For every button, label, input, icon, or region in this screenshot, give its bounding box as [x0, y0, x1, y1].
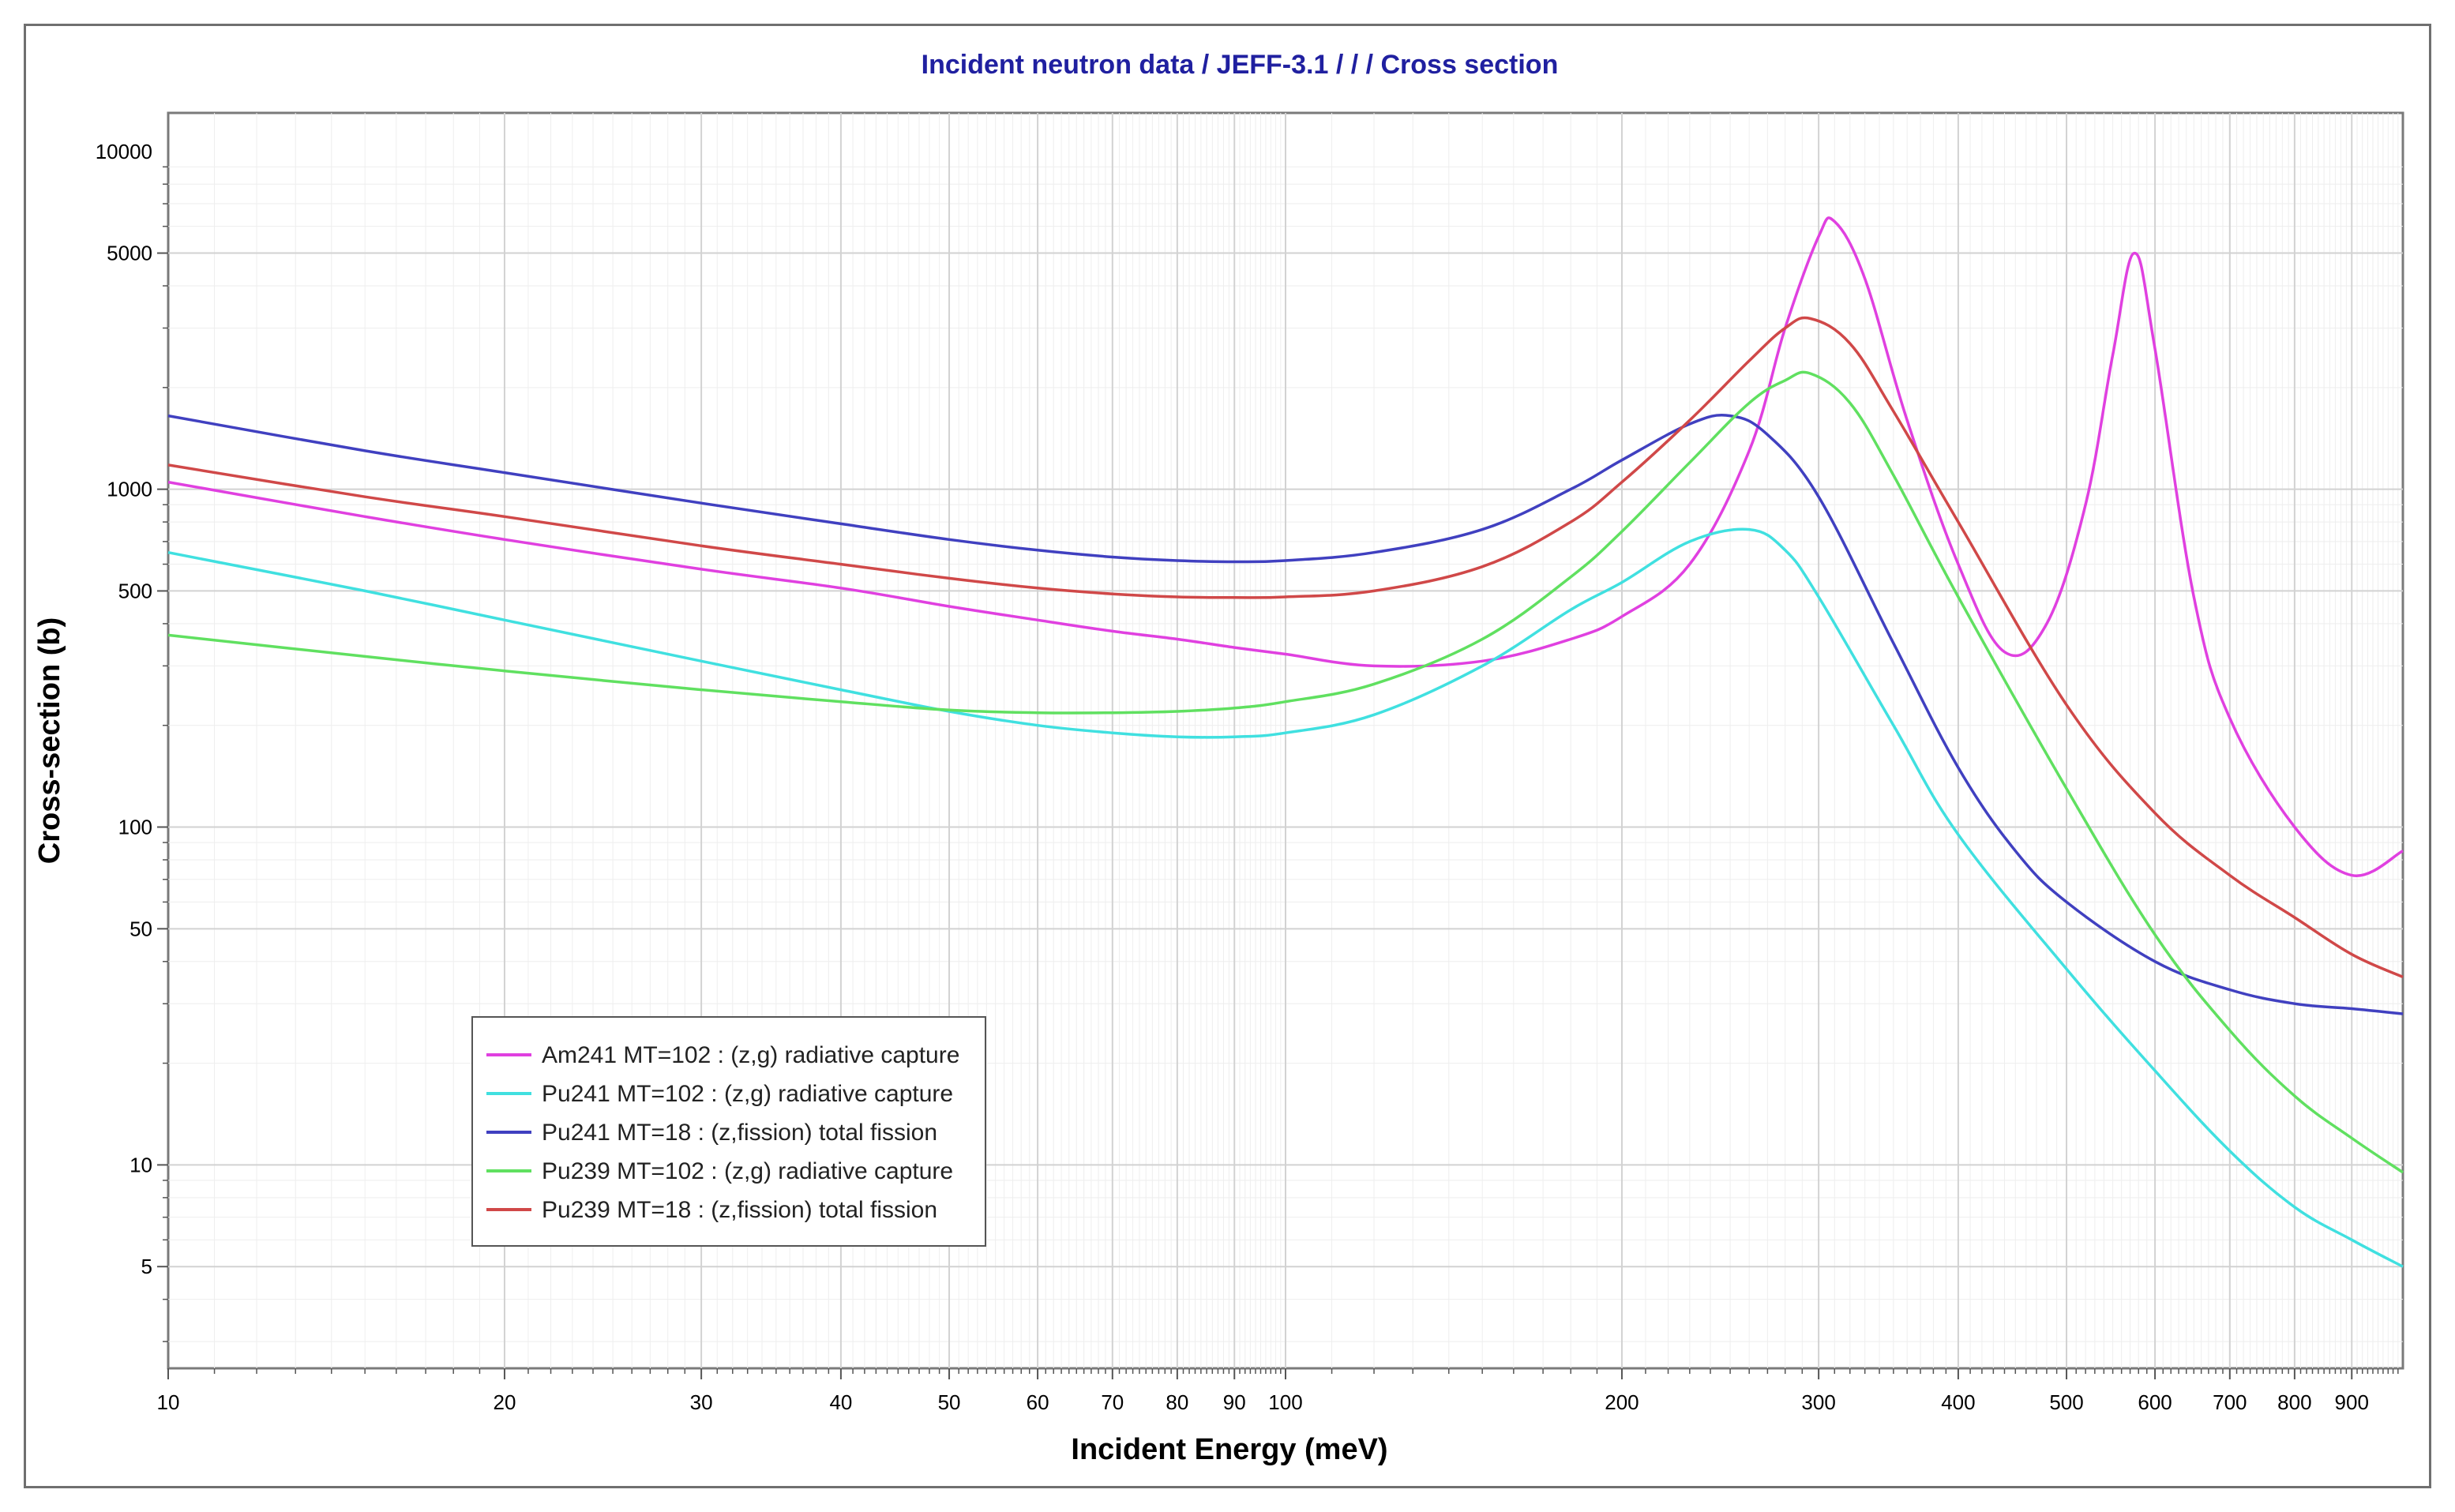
y-tick-label: 10000: [96, 140, 152, 163]
chart-canvas: Incident neutron data / JEFF-3.1 / / / C…: [33, 50, 2404, 1466]
y-tick-label: 100: [118, 816, 152, 839]
x-tick-label: 700: [2213, 1390, 2247, 1414]
y-tick-label: 5000: [107, 242, 152, 265]
x-tick-label: 60: [1027, 1390, 1049, 1414]
x-tick-label: 80: [1166, 1390, 1188, 1414]
x-tick-label: 600: [2138, 1390, 2172, 1414]
x-tick-label: 50: [938, 1390, 961, 1414]
y-tick-label: 10: [130, 1153, 152, 1176]
chart-title: Incident neutron data / JEFF-3.1 / / / C…: [922, 50, 1559, 80]
legend-label: Am241 MT=102 : (z,g) radiative capture: [542, 1042, 959, 1068]
x-tick-label: 20: [493, 1390, 516, 1414]
y-axis-label: Cross-section (b): [33, 617, 66, 864]
legend-label: Pu239 MT=102 : (z,g) radiative capture: [542, 1158, 953, 1184]
x-tick-label: 900: [2335, 1390, 2369, 1414]
x-tick-label: 400: [1941, 1390, 1975, 1414]
y-tick-label: 500: [118, 579, 152, 602]
series-line-4: [167, 316, 2404, 978]
series-layer: [167, 216, 2404, 1268]
x-tick-label: 300: [1801, 1390, 1835, 1414]
legend: Am241 MT=102 : (z,g) radiative capture Pu…: [471, 1016, 986, 1247]
legend-label: Pu241 MT=102 : (z,g) radiative capture: [542, 1081, 953, 1107]
legend-label: Pu241 MT=18 : (z,fission) total fission: [542, 1120, 937, 1146]
x-tick-label: 40: [829, 1390, 852, 1414]
y-tick-label: 5: [141, 1255, 152, 1278]
series-line-1: [167, 527, 2404, 1268]
x-tick-label: 800: [2277, 1390, 2311, 1414]
tick-layer: 10 20 30 40 50 60 70 80 90 100 200 300 400 500 600 700 8…: [96, 140, 2399, 1414]
x-tick-label: 10: [157, 1390, 180, 1414]
legend-label: Pu239 MT=18 : (z,fission) total fission: [542, 1197, 937, 1223]
major-grid: [168, 113, 2403, 1368]
x-tick-label: 200: [1605, 1390, 1639, 1414]
y-tick-label: 50: [130, 917, 152, 940]
chart-frame: Incident neutron data / JEFF-3.1 / / / C…: [24, 24, 2431, 1488]
series-line-3: [167, 370, 2404, 1174]
legend-box: [471, 1016, 986, 1247]
series-line-0: [167, 216, 2404, 877]
x-tick-label: 30: [690, 1390, 713, 1414]
series-line-2: [167, 414, 2404, 1015]
x-axis-label: Incident Energy (meV): [1071, 1433, 1387, 1466]
y-tick-label: 1000: [107, 478, 152, 501]
x-tick-label: 100: [1268, 1390, 1302, 1414]
x-tick-label: 90: [1223, 1390, 1246, 1414]
x-tick-label: 70: [1101, 1390, 1124, 1414]
x-tick-label: 500: [2049, 1390, 2083, 1414]
